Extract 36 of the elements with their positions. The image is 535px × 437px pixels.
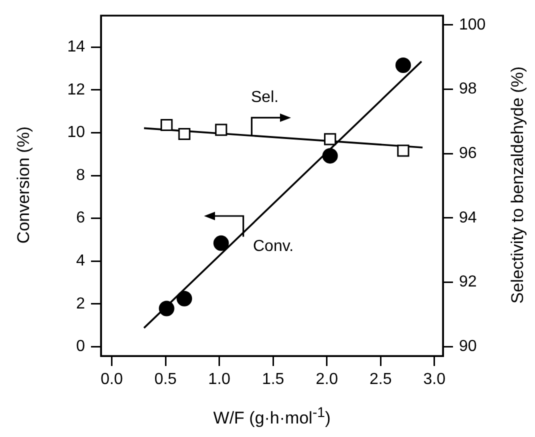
y2-tick-label: 90 — [459, 338, 477, 356]
series-label: Conv. — [253, 238, 294, 256]
x-tick-label: 0.5 — [154, 371, 177, 388]
x-tick-label: 1.5 — [262, 371, 284, 388]
y-axis-title: Conversion (%) — [14, 126, 34, 244]
y2-tick-label: 92 — [459, 274, 477, 291]
point — [397, 144, 410, 157]
point — [215, 124, 228, 136]
x-tick-label: 3.0 — [423, 371, 446, 388]
y2-tick-label: 98 — [459, 80, 477, 98]
x-axis-title: W/F (g·h·mol$^{-1}$) — [213, 405, 331, 429]
point — [322, 148, 338, 164]
y-tick-label: 0 — [76, 338, 86, 356]
x-tick-label: 1.0 — [208, 371, 231, 388]
y-tick-label: 2 — [76, 295, 86, 312]
y-tick-label: 10 — [67, 124, 86, 142]
point — [213, 235, 229, 251]
y2-tick-label: 100 — [459, 16, 486, 34]
point — [176, 290, 192, 306]
x-tick-label: 2.5 — [370, 371, 392, 388]
y-tick-label: 12 — [67, 81, 86, 98]
point — [324, 133, 336, 146]
y2-tick-label: 94 — [459, 209, 477, 226]
x-tick-label: 0.0 — [100, 371, 123, 388]
y2-axis-title: Selectivity to benzaldehyde (%) — [508, 66, 528, 304]
y-tick-label: 14 — [67, 38, 86, 56]
point — [178, 128, 190, 140]
y-tick-label: 8 — [76, 166, 86, 184]
series-label: Sel. — [251, 89, 279, 107]
y-tick-label: 6 — [76, 210, 86, 227]
point — [160, 118, 173, 132]
y-tick-label: 4 — [76, 252, 86, 270]
point — [395, 58, 411, 74]
y2-tick-label: 96 — [459, 145, 477, 162]
point — [158, 300, 174, 316]
x-tick-label: 2.0 — [316, 371, 338, 388]
